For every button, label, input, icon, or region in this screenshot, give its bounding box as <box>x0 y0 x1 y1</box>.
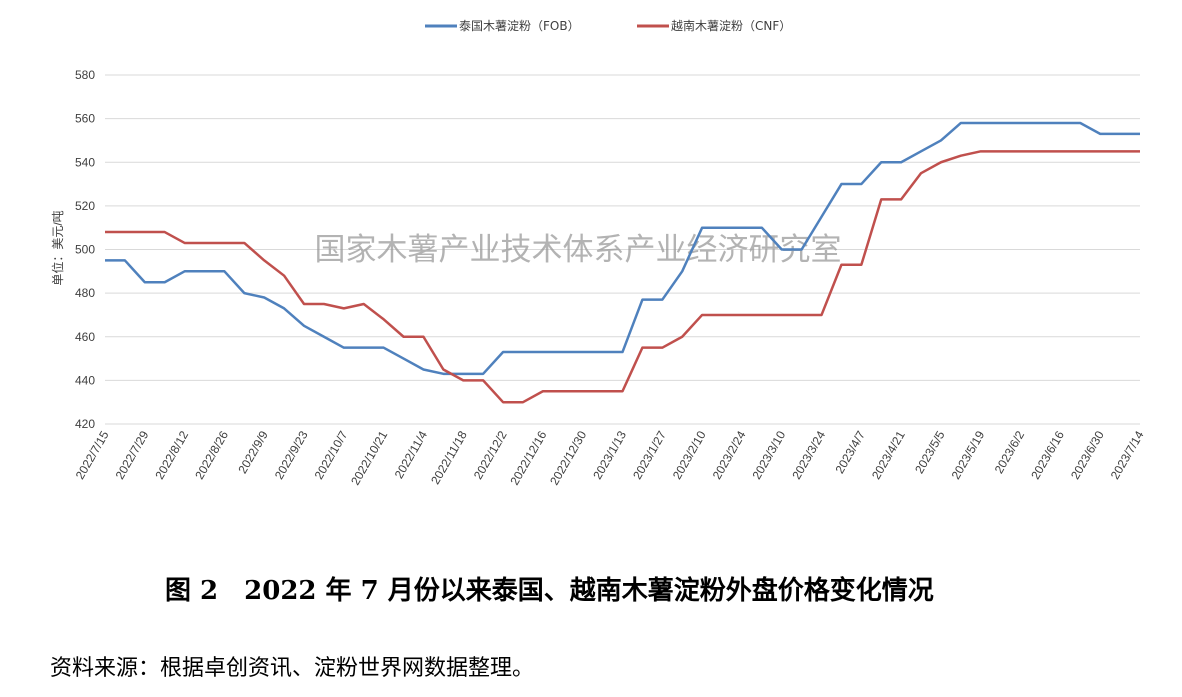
x-tick-label: 2022/11/18 <box>428 428 470 487</box>
x-tick-label: 2023/3/10 <box>750 428 789 482</box>
y-tick-label: 460 <box>75 330 95 344</box>
y-tick-label: 520 <box>75 199 95 213</box>
x-tick-label: 2023/3/24 <box>789 428 828 482</box>
x-tick-label: 2023/6/2 <box>992 428 1028 476</box>
x-tick-label: 2022/10/21 <box>348 428 390 487</box>
x-tick-label: 2022/11/4 <box>392 428 431 481</box>
x-tick-label: 2023/7/14 <box>1108 428 1147 482</box>
series-lines <box>105 121 1140 404</box>
y-tick-label: 540 <box>75 155 95 169</box>
legend: 泰国木薯淀粉（FOB） 越南木薯淀粉（CNF） <box>425 18 791 33</box>
data-source-note: 资料来源：根据卓创资讯、淀粉世界网数据整理。 <box>50 656 535 681</box>
x-tick-label: 2023/4/7 <box>832 428 868 476</box>
y-tick-label: 560 <box>75 112 95 126</box>
y-tick-label: 480 <box>75 286 95 300</box>
x-tick-label: 2023/6/30 <box>1068 428 1107 482</box>
x-tick-label: 2022/9/23 <box>272 428 311 482</box>
x-tick-label: 2023/5/5 <box>912 428 948 476</box>
y-tick-label: 500 <box>75 243 95 257</box>
gridlines <box>105 74 1140 425</box>
x-tick-label: 2023/2/24 <box>710 428 749 482</box>
x-tick-label: 2022/7/29 <box>113 428 152 482</box>
y-tick-label: 420 <box>75 417 95 431</box>
series-line-vietnam-cnf <box>105 150 1140 404</box>
x-tick-label: 2022/12/30 <box>547 428 589 487</box>
x-tick-label: 2023/1/27 <box>630 428 669 482</box>
x-tick-label: 2023/5/19 <box>949 428 988 482</box>
y-tick-label: 580 <box>75 68 95 82</box>
x-tick-label: 2022/7/15 <box>73 428 112 482</box>
figure-caption: 图 2 2022 年 7 月份以来泰国、越南木薯淀粉外盘价格变化情况 <box>165 576 934 606</box>
x-tick-label: 2022/12/2 <box>471 428 510 482</box>
watermark: 国家木薯产业技术体系产业经济研究室 <box>315 232 842 268</box>
legend-label: 越南木薯淀粉（CNF） <box>671 18 791 33</box>
x-tick-label: 2022/12/16 <box>507 428 549 487</box>
x-tick-label: 2023/1/13 <box>590 428 629 482</box>
x-tick-label: 2022/9/9 <box>235 428 271 476</box>
y-axis-ticks: 420 440 460 480 500 520 540 560 580 <box>75 68 95 431</box>
x-tick-label: 2022/10/7 <box>312 428 351 482</box>
x-tick-label: 2022/8/26 <box>192 428 231 482</box>
x-tick-label: 2022/8/12 <box>152 428 191 482</box>
y-axis-label: 单位：美元/吨 <box>50 210 65 285</box>
x-axis-ticks: 2022/7/15 2022/7/29 2022/8/12 2022/8/26 2022… <box>73 428 1147 487</box>
y-tick-label: 440 <box>75 373 95 387</box>
x-tick-label: 2023/2/10 <box>670 428 709 482</box>
x-tick-label: 2023/6/16 <box>1028 428 1067 482</box>
series-line-thailand-fob <box>105 121 1140 376</box>
legend-label: 泰国木薯淀粉（FOB） <box>459 19 580 33</box>
x-tick-label: 2023/4/21 <box>869 428 908 482</box>
